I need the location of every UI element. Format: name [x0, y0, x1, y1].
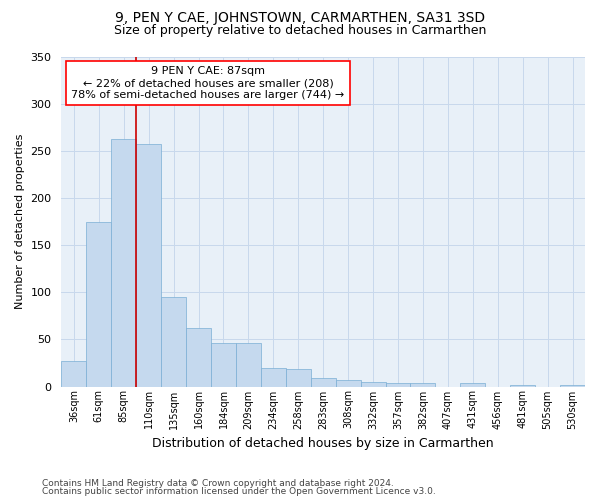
Text: 9, PEN Y CAE, JOHNSTOWN, CARMARTHEN, SA31 3SD: 9, PEN Y CAE, JOHNSTOWN, CARMARTHEN, SA3…: [115, 11, 485, 25]
Bar: [86, 222, 111, 386]
Bar: [161, 297, 186, 386]
Text: Contains HM Land Registry data © Crown copyright and database right 2024.: Contains HM Land Registry data © Crown c…: [42, 478, 394, 488]
Bar: [335, 380, 361, 386]
Text: Size of property relative to detached houses in Carmarthen: Size of property relative to detached ho…: [114, 24, 486, 37]
Bar: [261, 368, 286, 386]
Bar: [186, 328, 211, 386]
Bar: [61, 361, 86, 386]
Bar: [311, 378, 335, 386]
Bar: [560, 384, 585, 386]
Bar: [136, 144, 161, 386]
Bar: [286, 368, 311, 386]
Text: Contains public sector information licensed under the Open Government Licence v3: Contains public sector information licen…: [42, 487, 436, 496]
Text: 9 PEN Y CAE: 87sqm
← 22% of detached houses are smaller (208)
78% of semi-detach: 9 PEN Y CAE: 87sqm ← 22% of detached hou…: [71, 66, 344, 100]
Bar: [510, 384, 535, 386]
X-axis label: Distribution of detached houses by size in Carmarthen: Distribution of detached houses by size …: [152, 437, 494, 450]
Bar: [410, 382, 436, 386]
Bar: [111, 138, 136, 386]
Bar: [386, 382, 410, 386]
Bar: [211, 343, 236, 386]
Bar: [361, 382, 386, 386]
Bar: [236, 343, 261, 386]
Bar: [460, 382, 485, 386]
Y-axis label: Number of detached properties: Number of detached properties: [15, 134, 25, 309]
